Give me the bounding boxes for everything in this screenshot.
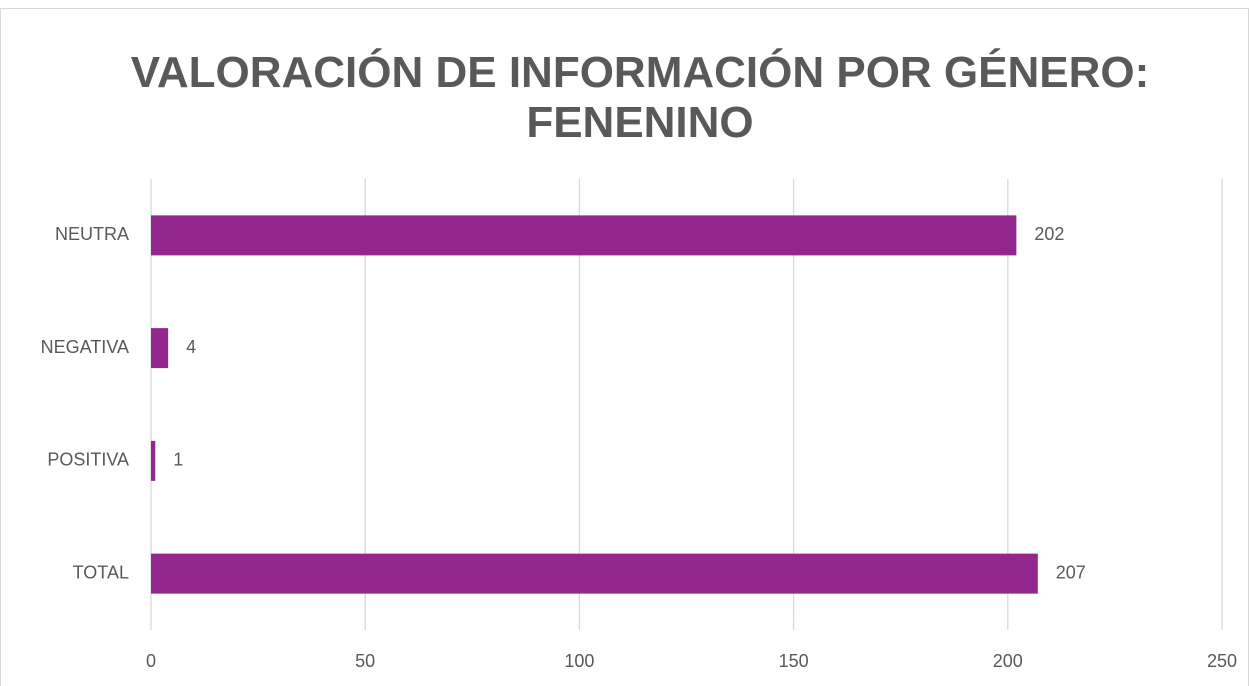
x-tick-label: 0 xyxy=(146,651,156,671)
chart-title: VALORACIÓN DE INFORMACIÓN POR GÉNERO: FE… xyxy=(130,48,1150,147)
bar xyxy=(151,440,156,481)
bar xyxy=(151,328,169,369)
data-label: 202 xyxy=(1034,224,1064,244)
y-tick-label: TOTAL xyxy=(73,562,129,582)
data-label: 207 xyxy=(1056,562,1086,582)
data-label: 1 xyxy=(173,450,183,470)
x-tick-label: 50 xyxy=(355,651,375,671)
data-label: 4 xyxy=(186,337,196,357)
chart-frame xyxy=(0,8,1249,686)
y-tick-label: NEUTRA xyxy=(55,224,129,244)
bar xyxy=(151,553,1038,594)
y-tick-label: POSITIVA xyxy=(47,450,129,470)
y-tick-label: NEGATIVA xyxy=(41,337,129,357)
x-tick-label: 100 xyxy=(564,651,594,671)
x-tick-label: 150 xyxy=(779,651,809,671)
x-tick-label: 200 xyxy=(993,651,1023,671)
bar xyxy=(151,215,1017,256)
x-tick-label: 250 xyxy=(1207,651,1237,671)
